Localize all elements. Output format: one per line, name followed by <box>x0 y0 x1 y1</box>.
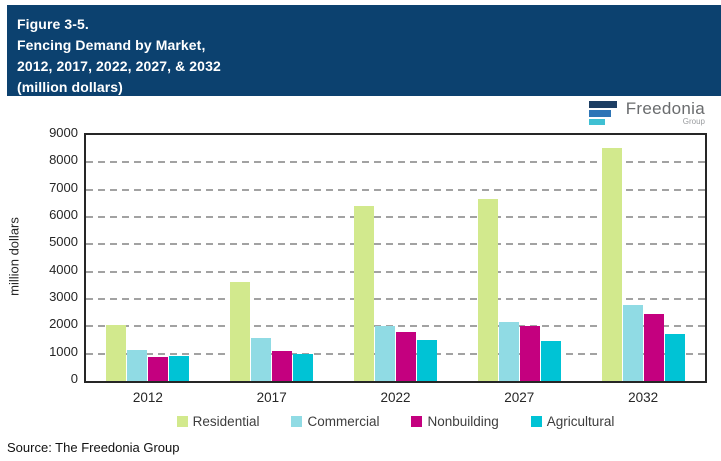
x-tick-label: 2027 <box>504 390 535 405</box>
y-tick-label: 5000 <box>49 234 78 250</box>
bar-commercial-2022 <box>375 326 395 381</box>
x-tick-label: 2022 <box>380 390 411 405</box>
y-tick-label: 8000 <box>49 152 78 168</box>
legend-swatch-agricultural <box>530 416 542 427</box>
gridline <box>86 270 705 273</box>
gridline <box>86 325 705 328</box>
legend-item-agricultural: Agricultural <box>530 414 615 429</box>
x-tick-label: 2032 <box>628 390 659 405</box>
bar-agricultural-2012 <box>169 356 190 381</box>
x-axis-labels: 2012 2017 2022 2027 2032 <box>84 390 707 408</box>
legend-label: Agricultural <box>546 414 615 429</box>
y-axis-labels: 0 1000 2000 3000 4000 5000 6000 7000 8000 9000 <box>30 125 78 386</box>
freedonia-logo: Freedonia Group <box>588 100 705 126</box>
bar-agricultural-2027 <box>540 341 561 381</box>
figure-title-line-1: Fencing Demand by Market, <box>17 37 206 53</box>
bar-residential-2022 <box>354 206 374 381</box>
gridline <box>86 352 705 355</box>
y-tick-label: 6000 <box>49 207 78 222</box>
bar-nonbuilding-2017 <box>272 351 293 381</box>
logo-bar-middle <box>588 110 611 117</box>
figure-title-line-3: (million dollars) <box>17 79 123 95</box>
y-axis-title: million dollars <box>6 217 22 296</box>
figure-number: Figure 3-5. <box>17 16 89 32</box>
y-tick-label: 0 <box>70 371 78 386</box>
bar-nonbuilding-2027 <box>519 326 540 381</box>
chart-legend: Residential Commercial Nonbuilding Agricult… <box>84 414 707 429</box>
bar-agricultural-2017 <box>293 354 314 381</box>
legend-item-commercial: Commercial <box>291 414 379 429</box>
legend-swatch-residential <box>176 416 188 427</box>
source-note: Source: The Freedonia Group <box>7 440 180 455</box>
freedonia-logo-icon <box>588 101 617 125</box>
gridline <box>86 243 705 246</box>
figure-title-line-2: 2012, 2017, 2022, 2027, & 2032 <box>17 58 221 74</box>
legend-swatch-commercial <box>291 416 303 427</box>
logo-sub-name: Group <box>682 117 705 126</box>
gridline <box>86 161 705 164</box>
bar-residential-2017 <box>230 282 251 381</box>
bar-residential-2012 <box>106 325 127 381</box>
logo-bar-bottom <box>588 119 605 125</box>
legend-swatch-nonbuilding <box>411 416 423 427</box>
bar-commercial-2012 <box>127 350 148 381</box>
y-tick-label: 3000 <box>49 289 78 304</box>
bar-commercial-2017 <box>251 338 272 381</box>
bar-agricultural-2032 <box>664 334 685 381</box>
bar-nonbuilding-2022 <box>396 332 416 381</box>
bar-agricultural-2022 <box>417 340 437 381</box>
legend-item-nonbuilding: Nonbuilding <box>411 414 499 429</box>
gridline <box>86 188 705 191</box>
logo-brand-name: Freedonia <box>625 99 705 118</box>
y-tick-label: 7000 <box>49 179 78 195</box>
legend-label: Residential <box>192 414 260 429</box>
bar-residential-2032 <box>601 148 622 381</box>
gridline <box>86 298 705 300</box>
y-tick-label: 4000 <box>49 261 78 277</box>
bar-nonbuilding-2012 <box>148 357 169 381</box>
x-tick-label: 2012 <box>132 390 163 405</box>
bar-nonbuilding-2032 <box>643 314 664 381</box>
legend-label: Commercial <box>307 414 380 429</box>
bar-residential-2027 <box>477 199 498 381</box>
y-tick-label: 2000 <box>49 316 78 332</box>
y-tick-label: 1000 <box>49 343 78 359</box>
plot-area <box>84 133 707 383</box>
logo-bar-top <box>588 101 617 108</box>
bar-commercial-2032 <box>622 305 643 381</box>
legend-item-residential: Residential <box>176 414 260 429</box>
gridline <box>86 216 705 218</box>
bar-commercial-2027 <box>498 322 519 381</box>
x-tick-label: 2017 <box>256 390 287 405</box>
legend-label: Nonbuilding <box>427 414 499 429</box>
y-tick-label: 9000 <box>49 125 78 140</box>
figure-title-banner: Figure 3-5. Fencing Demand by Market, 20… <box>7 5 721 96</box>
freedonia-logo-text: Freedonia Group <box>626 100 705 126</box>
